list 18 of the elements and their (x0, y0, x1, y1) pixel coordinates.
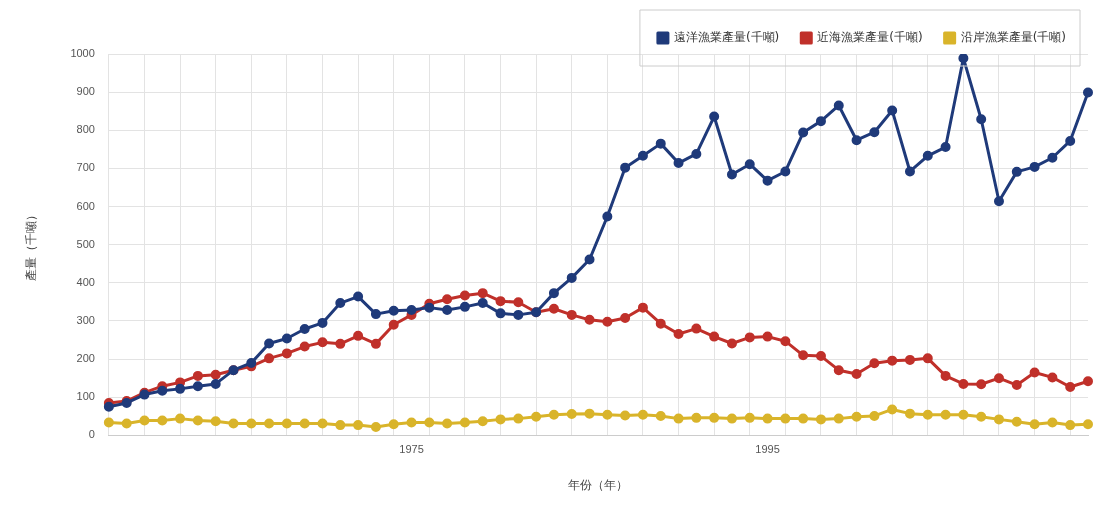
y-tick-label: 900 (76, 85, 95, 98)
y-tick-label: 0 (88, 428, 95, 441)
y-tick-label: 800 (76, 123, 95, 136)
x-tick-label: 1995 (755, 443, 780, 456)
y-tick-label: 300 (76, 314, 95, 327)
y-tick-label: 200 (76, 352, 95, 365)
y-tick-label: 700 (76, 161, 95, 174)
x-tick-label: 1975 (399, 443, 424, 456)
x-axis-title: 年份（年） (568, 478, 629, 493)
y-tick-label: 500 (76, 237, 95, 250)
legend-label: 遠洋漁業產量(千噸) (673, 30, 780, 45)
y-tick-label: 1000 (70, 47, 95, 60)
y-tick-label: 600 (76, 199, 95, 212)
y-tick-label: 100 (76, 390, 95, 403)
legend-label: 近海漁業產量(千噸) (817, 30, 923, 45)
y-tick-label: 400 (76, 275, 95, 288)
legend-label: 沿岸漁業產量(千噸) (960, 30, 1067, 45)
y-axis-title: 產量（千噸） (23, 208, 38, 281)
